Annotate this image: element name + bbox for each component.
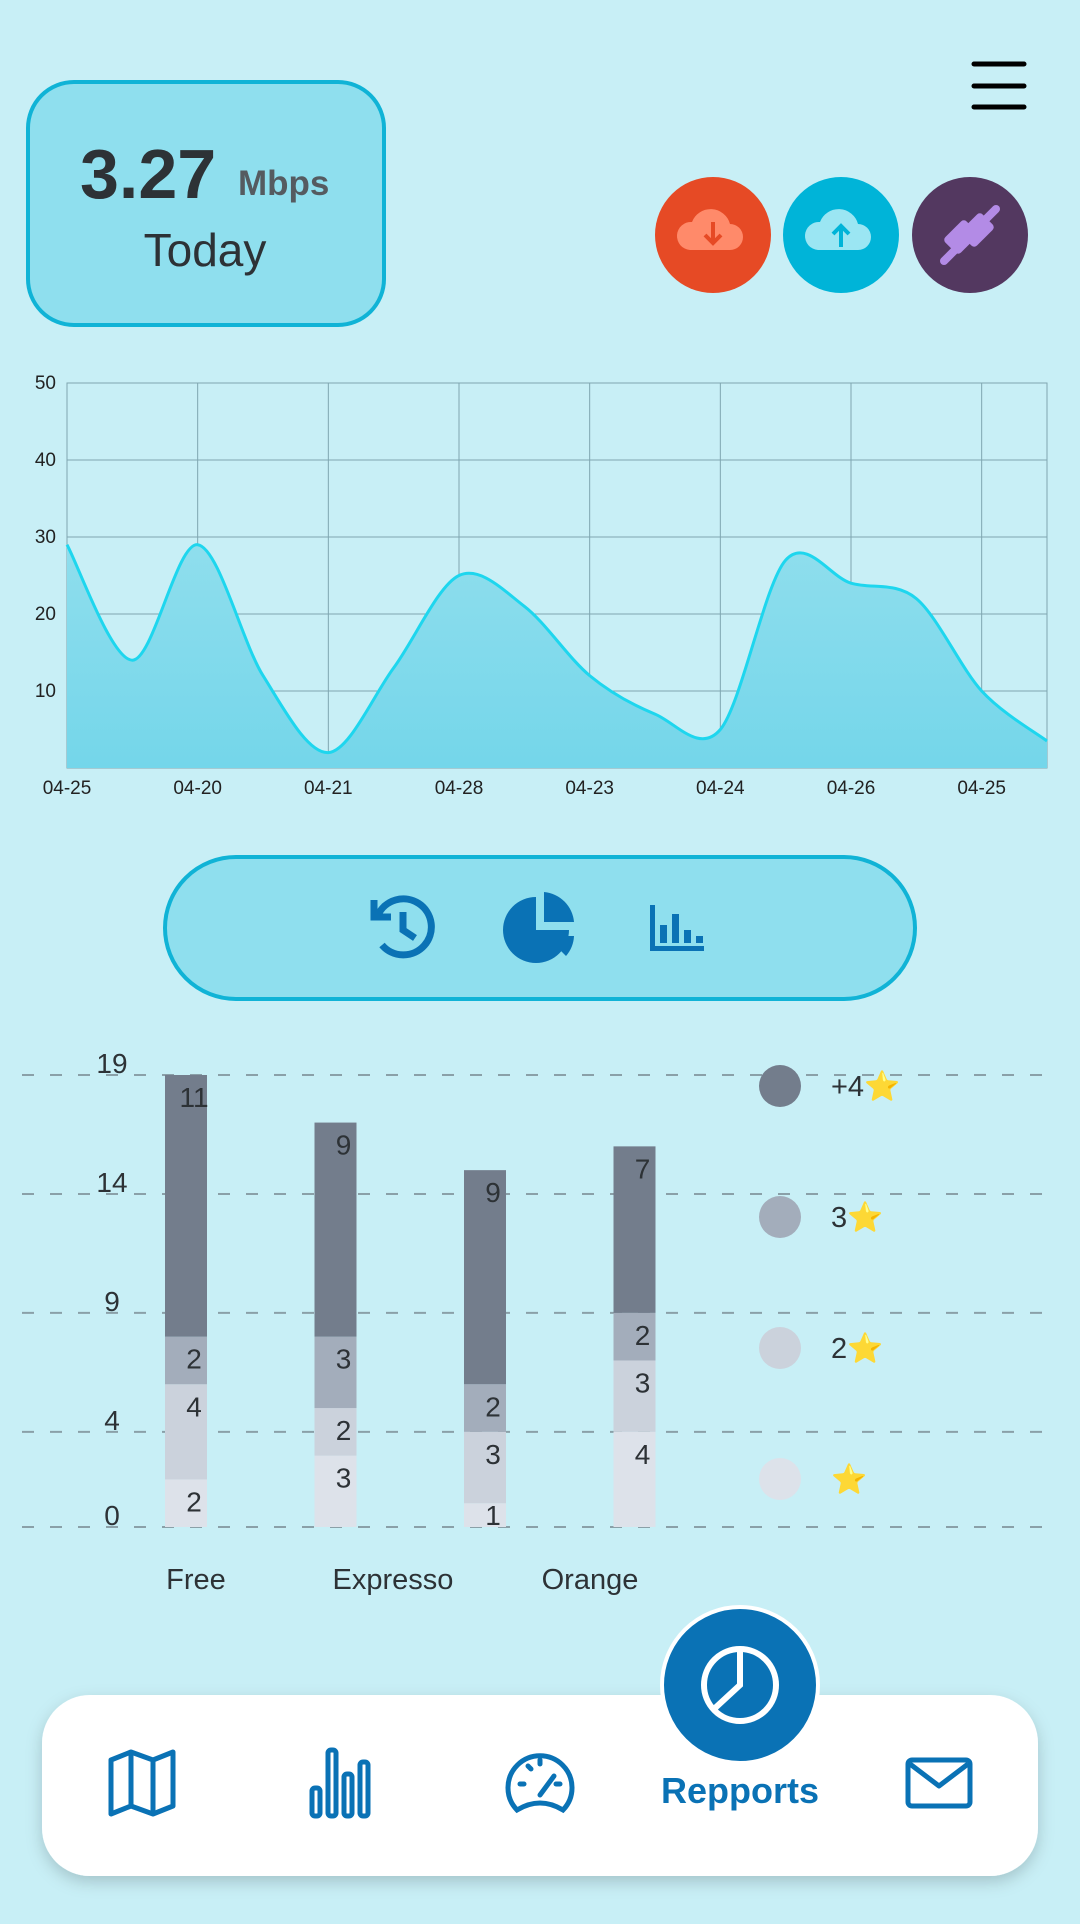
download-button[interactable] xyxy=(655,177,771,293)
chart-toolbar xyxy=(163,855,917,1001)
bar-segment xyxy=(314,1336,357,1409)
x-tick-label: 04-25 xyxy=(43,778,92,799)
bar-segment xyxy=(613,1312,656,1361)
bar-value-label: 2 xyxy=(485,1391,501,1422)
y-tick-label: 20 xyxy=(35,604,56,625)
x-tick-label: 04-24 xyxy=(696,778,745,799)
bottom-nav xyxy=(42,1695,1038,1876)
x-tick-label: 04-21 xyxy=(304,778,353,799)
x-tick-label: 04-28 xyxy=(435,778,484,799)
legend-label: ⭐ xyxy=(831,1462,867,1496)
bar-segment xyxy=(314,1122,357,1337)
legend-swatch xyxy=(759,1065,801,1107)
x-tick-label: Expresso xyxy=(333,1564,454,1596)
bar-value-label: 7 xyxy=(635,1153,651,1184)
active-tab-label[interactable]: Repports xyxy=(661,1770,819,1811)
legend-label: 3⭐ xyxy=(831,1200,883,1234)
area-line xyxy=(65,543,1048,755)
x-tick-label: Free xyxy=(166,1564,226,1596)
bar-segment xyxy=(464,1384,506,1432)
bar-segment xyxy=(613,1146,656,1313)
y-tick-label: 10 xyxy=(35,681,56,702)
x-tick-label: Orange xyxy=(542,1564,639,1596)
legend-label: 2⭐ xyxy=(831,1331,883,1365)
bar-segment xyxy=(165,1075,207,1337)
stats-tab[interactable] xyxy=(309,1747,371,1819)
bar-value-label: 3 xyxy=(635,1367,651,1398)
y-tick-label: 0 xyxy=(104,1500,120,1531)
x-tick-label: 04-26 xyxy=(827,778,876,799)
speed-card xyxy=(26,80,386,327)
bar-segment xyxy=(165,1479,207,1527)
legend-swatch xyxy=(759,1327,801,1369)
bar-value-label: 1 xyxy=(485,1500,501,1531)
bar-chart-button[interactable] xyxy=(650,905,704,951)
x-tick-label: 04-23 xyxy=(565,778,614,799)
period: Today xyxy=(144,224,267,276)
bar-segment xyxy=(314,1455,357,1527)
bar-segment xyxy=(165,1336,207,1385)
bar-value-label: 4 xyxy=(635,1439,651,1470)
y-tick-label: 19 xyxy=(96,1048,127,1079)
bar-value-label: 3 xyxy=(336,1344,352,1375)
bar-value-label: 11 xyxy=(179,1082,208,1113)
y-tick-label: 9 xyxy=(104,1286,120,1317)
bar-value-label: 3 xyxy=(485,1439,501,1470)
bar-value-label: 2 xyxy=(635,1320,651,1351)
legend-swatch xyxy=(759,1458,801,1500)
x-tick-label: 04-25 xyxy=(957,778,1006,799)
area-fill xyxy=(67,544,1047,768)
bar-segment xyxy=(165,1384,207,1480)
pie-button[interactable] xyxy=(503,892,574,963)
bar-value-label: 2 xyxy=(186,1486,202,1517)
bar-value-label: 4 xyxy=(186,1391,202,1422)
bar-value-label: 2 xyxy=(336,1415,352,1446)
y-tick-label: 14 xyxy=(96,1167,127,1198)
connect-button[interactable] xyxy=(912,177,1028,293)
bar-segment xyxy=(613,1431,656,1527)
upload-button[interactable] xyxy=(783,177,899,293)
bar-value-label: 9 xyxy=(485,1177,501,1208)
bar-segment xyxy=(464,1170,506,1385)
y-tick-label: 50 xyxy=(35,373,56,394)
legend-label: +4⭐ xyxy=(831,1069,900,1103)
map-tab[interactable] xyxy=(108,1749,176,1817)
legend-swatch xyxy=(759,1196,801,1238)
y-tick-label: 4 xyxy=(104,1405,120,1436)
history-button[interactable] xyxy=(370,895,435,959)
bar-value-label: 3 xyxy=(336,1463,352,1494)
bar-segment xyxy=(314,1408,357,1456)
bar-value-label: 2 xyxy=(186,1344,202,1375)
y-tick-label: 40 xyxy=(35,450,56,471)
bar-segment xyxy=(613,1360,656,1432)
y-tick-label: 30 xyxy=(35,527,56,548)
bar-segment xyxy=(464,1431,506,1504)
bar-segment xyxy=(464,1503,506,1527)
speed-unit: Mbps xyxy=(238,164,329,203)
speed-tab[interactable] xyxy=(505,1753,575,1814)
x-tick-label: 04-20 xyxy=(173,778,222,799)
reports-tab[interactable] xyxy=(660,1605,820,1765)
bar-value-label: 9 xyxy=(336,1130,352,1161)
speed-value: 3.27 xyxy=(80,135,216,213)
mail-tab[interactable] xyxy=(905,1757,973,1809)
menu-button[interactable] xyxy=(971,61,1027,110)
